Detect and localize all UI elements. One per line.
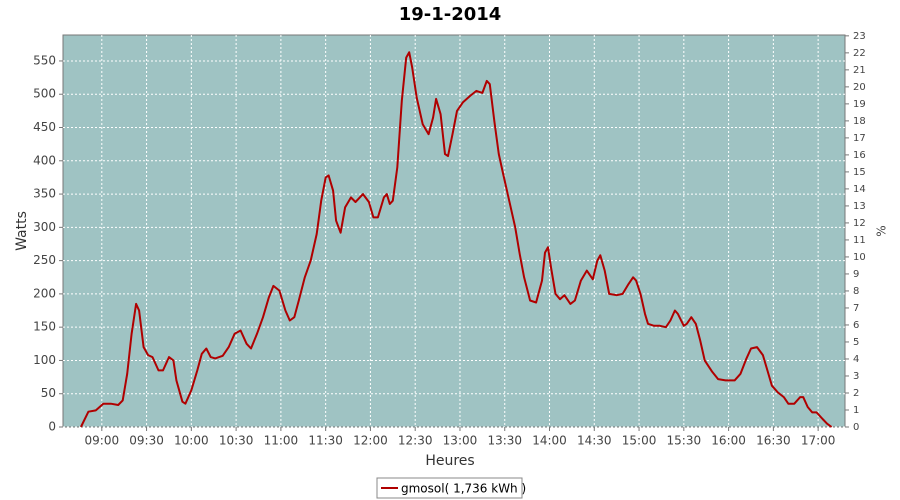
y-tick-label: 250: [33, 253, 56, 267]
y2-tick-label: 12: [853, 218, 866, 229]
y2-tick-label: 16: [853, 150, 866, 161]
x-tick-label: 15:30: [667, 434, 702, 448]
y-tick-label: 400: [33, 153, 56, 167]
series-line: [80, 51, 833, 428]
y2-tick-label: 7: [853, 303, 859, 314]
y2-tick-label: 0: [853, 422, 859, 433]
x-tick-label: 16:00: [711, 434, 746, 448]
y2-tick-label: 2: [853, 388, 859, 399]
x-tick-label: 16:30: [756, 434, 791, 448]
x-tick-label: 14:00: [532, 434, 567, 448]
y-tick-label: 500: [33, 87, 56, 101]
x-tick-label: 10:00: [174, 434, 209, 448]
y2-tick-label: 11: [853, 235, 866, 246]
x-tick-label: 13:30: [487, 434, 522, 448]
y2-tick-label: 3: [853, 371, 859, 382]
y2-tick-label: 13: [853, 201, 866, 212]
y-tick-label: 300: [33, 220, 56, 234]
y2-axis-label: %: [875, 225, 889, 236]
legend-label: gmosol( 1,736 kWh ): [401, 482, 526, 496]
y-tick-label: 450: [33, 120, 56, 134]
x-tick-label: 17:00: [801, 434, 836, 448]
y-tick-label: 200: [33, 286, 56, 300]
chart-title: 19-1-2014: [399, 4, 502, 25]
y-tick-label: 0: [48, 420, 56, 434]
y-tick-label: 50: [41, 386, 56, 400]
x-tick-label: 10:30: [219, 434, 254, 448]
plot-background: [62, 34, 846, 428]
y2-tick-label: 1: [853, 405, 859, 416]
y-tick-label: 350: [33, 187, 56, 201]
x-tick-label: 09:00: [85, 434, 120, 448]
y2-tick-label: 10: [853, 252, 866, 263]
y2-tick-label: 15: [853, 167, 866, 178]
y2-tick-label: 17: [853, 133, 866, 144]
y2-tick-label: 8: [853, 286, 859, 297]
x-tick-label: 11:30: [308, 434, 343, 448]
x-tick-label: 12:30: [398, 434, 433, 448]
x-tick-label: 12:00: [353, 434, 388, 448]
x-tick-label: 11:00: [264, 434, 299, 448]
x-axis-label: Heures: [425, 453, 474, 469]
y2-tick-label: 23: [853, 31, 866, 42]
x-tick-label: 09:30: [129, 434, 164, 448]
y-axis-label: Watts: [14, 211, 30, 251]
y-tick-label: 150: [33, 320, 56, 334]
y2-tick-label: 19: [853, 99, 866, 110]
y2-tick-label: 20: [853, 82, 866, 93]
y2-tick-label: 6: [853, 320, 859, 331]
y-tick-label: 100: [33, 353, 56, 367]
y2-tick-label: 18: [853, 116, 866, 127]
y2-tick-label: 5: [853, 337, 859, 348]
y2-tick-label: 14: [853, 184, 866, 195]
x-tick-label: 13:00: [443, 434, 478, 448]
y2-tick-label: 9: [853, 269, 859, 280]
y-tick-label: 550: [33, 53, 56, 67]
y2-tick-label: 4: [853, 354, 859, 365]
y2-tick-label: 22: [853, 48, 866, 59]
legend: [376, 477, 523, 499]
x-tick-label: 15:00: [622, 434, 657, 448]
x-tick-label: 14:30: [577, 434, 612, 448]
y2-tick-label: 21: [853, 65, 866, 76]
